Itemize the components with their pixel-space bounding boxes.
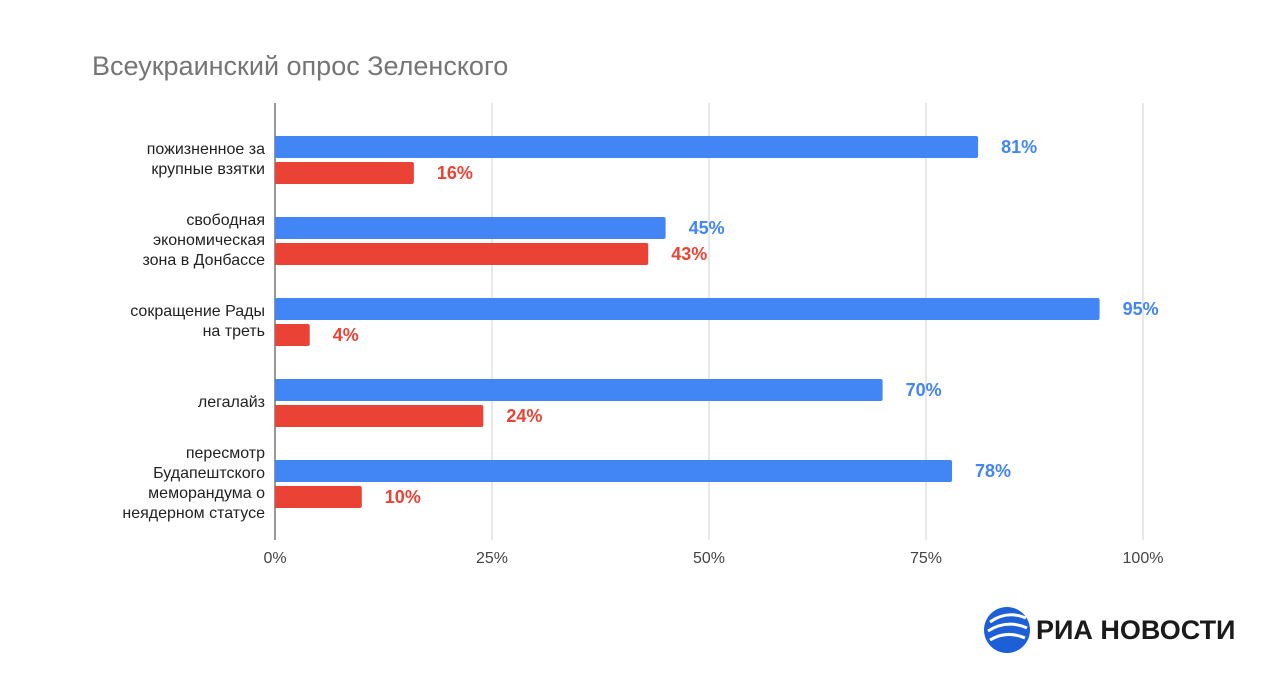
bar: [275, 298, 1100, 320]
logo-text: РИА НОВОСТИ: [1036, 615, 1235, 645]
x-tick-label: 0%: [263, 550, 286, 567]
x-tick-label: 100%: [1123, 550, 1164, 567]
logo: РИА НОВОСТИ: [984, 607, 1235, 653]
value-label: 95%: [1123, 299, 1159, 319]
logo-icon-lines: [987, 613, 1028, 642]
bar: [275, 460, 953, 482]
value-label: 81%: [1001, 137, 1037, 157]
bar: [275, 405, 484, 427]
bar: [275, 324, 310, 346]
bar: [275, 162, 414, 184]
category-label: легалайз: [197, 394, 265, 411]
bar: [275, 217, 666, 239]
chart-title: Всеукраинский опрос Зеленского: [92, 51, 508, 81]
value-label: 43%: [671, 244, 707, 264]
value-label: 10%: [385, 487, 421, 507]
value-label: 4%: [333, 325, 359, 345]
bar: [275, 379, 883, 401]
x-tick-label: 25%: [476, 550, 508, 567]
value-label: 78%: [975, 461, 1011, 481]
value-label: 24%: [506, 406, 542, 426]
bar: [275, 243, 649, 265]
bar: [275, 136, 979, 158]
category-label: пересмотр Будапештского меморандума о не…: [122, 445, 265, 522]
x-tick-label: 75%: [910, 550, 942, 567]
value-label: 70%: [906, 380, 942, 400]
category-label: сокращение Рады на треть: [130, 303, 265, 340]
value-label: 16%: [437, 163, 473, 183]
bar: [275, 486, 362, 508]
x-tick-label: 50%: [693, 550, 725, 567]
category-label: пожизненное за крупные взятки: [146, 141, 265, 178]
value-label: 45%: [689, 218, 725, 238]
category-label: свободная экономическая зона в Донбассе: [142, 212, 265, 269]
